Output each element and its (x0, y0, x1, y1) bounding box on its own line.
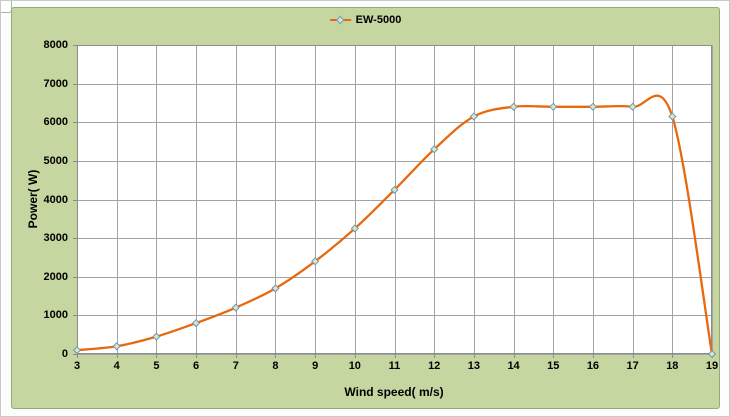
data-point-marker (549, 102, 558, 111)
chart-area[interactable]: EW-5000 0 1000 2000 3000 4000 5000 6000 7000 800… (11, 7, 720, 409)
data-point-marker (350, 224, 359, 233)
x-tick-label: 4 (113, 360, 120, 372)
y-tick-label: 0 (61, 348, 68, 360)
y-tick-label: 3000 (43, 232, 68, 245)
legend[interactable]: EW-5000 (329, 12, 402, 28)
data-point-marker (152, 332, 161, 341)
y-tick-label: 1000 (43, 309, 68, 322)
x-tick-label: 12 (428, 360, 441, 372)
data-point-marker (231, 303, 240, 312)
data-point-marker (509, 102, 518, 111)
y-axis-title: Power( W) (26, 169, 40, 229)
data-point-marker (271, 284, 280, 293)
y-tick-label: 7000 (43, 77, 68, 90)
y-tick-label: 2000 (43, 270, 68, 283)
data-point-marker (72, 346, 82, 355)
plot-border (77, 45, 712, 354)
x-tick-label: 3 (73, 360, 81, 372)
data-point-marker (469, 112, 478, 121)
data-point-marker (112, 342, 121, 351)
data-point-marker (588, 102, 598, 111)
x-tick-label: 16 (586, 360, 600, 372)
x-tick-label: 11 (388, 360, 401, 372)
y-tick-label: 6000 (43, 116, 68, 129)
x-tick-label: 5 (153, 360, 160, 372)
x-axis-title: Wind speed( m/s) (344, 385, 444, 399)
legend-line-marker-icon (329, 15, 351, 24)
x-tick-label: 14 (507, 360, 520, 372)
y-tick-label: 4000 (43, 193, 68, 206)
data-point-marker (311, 257, 320, 266)
x-tick-label: 19 (705, 360, 719, 372)
x-tick-label: 17 (626, 360, 639, 372)
x-tick-label: 13 (467, 360, 480, 372)
data-point-marker (390, 185, 399, 194)
y-tick-label: 8000 (43, 39, 68, 51)
legend-label: EW-5000 (355, 14, 402, 26)
data-point-marker (191, 318, 201, 328)
plot-area[interactable] (72, 45, 717, 359)
x-tick-label: 18 (666, 360, 679, 372)
x-tick-label: 10 (348, 360, 361, 372)
data-point-marker (668, 112, 677, 121)
data-point-marker (430, 145, 439, 154)
data-point-marker (707, 349, 717, 359)
diamond-marker-icon (335, 15, 344, 24)
x-tick-label: 9 (312, 360, 319, 372)
x-tick-label: 7 (232, 360, 239, 372)
x-tick-label: 6 (193, 360, 200, 372)
plot-svg (72, 45, 717, 359)
data-point-marker (628, 102, 637, 111)
y-tick-label: 5000 (43, 154, 68, 167)
x-tick-label: 8 (272, 360, 279, 372)
x-tick-label: 15 (547, 360, 560, 372)
